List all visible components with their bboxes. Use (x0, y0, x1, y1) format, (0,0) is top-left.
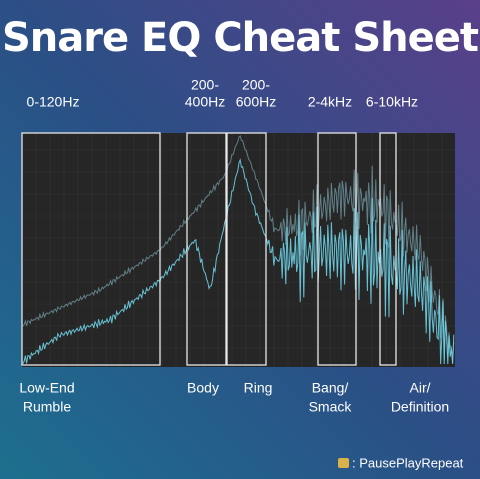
band-role: Ring (244, 380, 273, 396)
band-role: Body (187, 380, 219, 396)
band-role: Rumble (23, 399, 71, 415)
band-box (379, 132, 397, 366)
band-range: 200- (242, 77, 270, 93)
spectrum-curves (22, 135, 455, 365)
band-range: 200- (191, 77, 219, 93)
band-box (317, 132, 357, 366)
band-range: 0-120Hz (27, 94, 80, 110)
spectrum-line (22, 135, 455, 365)
band-role: Smack (309, 399, 353, 415)
spectrum-line (22, 158, 455, 365)
band-box (21, 132, 161, 366)
band-role: Bang/ (312, 380, 349, 396)
band-range: 2-4kHz (308, 94, 352, 110)
band-role: Air/ (410, 380, 431, 396)
band-role: Definition (391, 399, 449, 415)
title: Snare EQ Cheat Sheet (2, 15, 479, 61)
band-role: Low-End (19, 380, 74, 396)
band-range: 600Hz (236, 94, 276, 110)
credit: : PausePlayRepeat (352, 455, 464, 470)
camera-icon (338, 458, 349, 468)
band-box (186, 132, 227, 366)
band-range: 400Hz (185, 94, 225, 110)
band-box (226, 132, 267, 366)
band-range: 6-10kHz (366, 94, 418, 110)
band-boxes: 0-120HzLow-EndRumble200-400HzBody200-600… (19, 77, 449, 415)
